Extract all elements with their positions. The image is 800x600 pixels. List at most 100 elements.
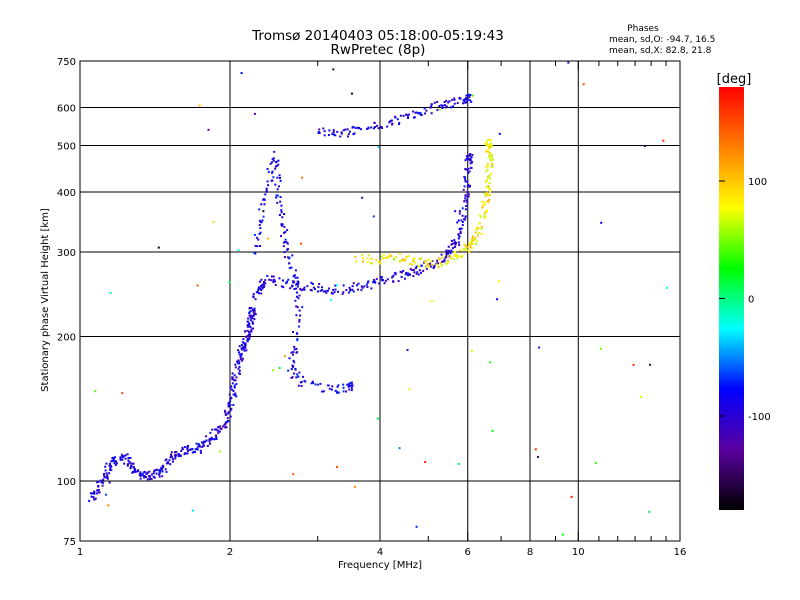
colorbar-tick-label: 0 xyxy=(748,295,754,306)
data-point xyxy=(276,194,279,197)
data-point xyxy=(264,282,267,285)
data-point xyxy=(237,367,240,370)
data-point xyxy=(282,245,285,248)
data-point xyxy=(369,262,372,265)
data-point xyxy=(283,231,286,234)
noise-point xyxy=(335,284,338,287)
data-point xyxy=(439,262,442,265)
data-point xyxy=(489,142,492,145)
data-point xyxy=(412,258,415,261)
data-point xyxy=(411,263,414,266)
data-point xyxy=(97,485,100,488)
data-point xyxy=(211,438,214,441)
data-point xyxy=(119,458,122,461)
data-point xyxy=(470,156,473,159)
data-point xyxy=(332,288,335,291)
data-point xyxy=(186,448,189,451)
data-point xyxy=(242,342,245,345)
data-point xyxy=(238,365,241,368)
data-point xyxy=(135,470,138,473)
data-point xyxy=(184,452,187,455)
data-point xyxy=(489,177,492,180)
noise-point xyxy=(157,246,160,249)
data-point xyxy=(148,475,151,478)
y-tick-label: 400 xyxy=(57,188,76,199)
data-point xyxy=(360,289,363,292)
data-point xyxy=(235,383,238,386)
noise-point xyxy=(534,448,537,451)
data-point xyxy=(391,276,394,279)
data-point xyxy=(248,330,251,333)
data-point xyxy=(246,324,249,327)
data-point xyxy=(106,474,109,477)
data-point xyxy=(349,288,352,291)
data-point xyxy=(455,255,458,258)
data-point xyxy=(456,257,459,260)
data-point xyxy=(443,100,446,103)
data-point xyxy=(143,476,146,479)
data-point xyxy=(286,248,289,251)
data-point xyxy=(237,362,240,365)
data-point xyxy=(345,289,348,292)
series-x-mode-trace xyxy=(354,138,494,269)
data-point xyxy=(429,106,432,109)
data-point xyxy=(251,317,254,320)
data-point xyxy=(466,249,469,252)
noise-point xyxy=(278,366,281,369)
phase-colorbar: 100 0 -100 xyxy=(719,87,771,510)
data-point xyxy=(418,265,421,268)
data-point xyxy=(456,102,459,105)
data-point xyxy=(319,382,322,385)
data-point xyxy=(296,291,299,294)
data-point xyxy=(216,429,219,432)
data-point xyxy=(407,116,410,119)
data-point xyxy=(354,127,357,130)
data-point xyxy=(200,441,203,444)
data-point xyxy=(280,211,283,214)
data-point xyxy=(477,231,480,234)
data-point xyxy=(347,291,350,294)
data-point xyxy=(265,187,268,190)
data-point xyxy=(472,239,475,242)
data-point xyxy=(231,382,234,385)
data-point xyxy=(372,281,375,284)
data-point xyxy=(297,283,300,286)
data-point xyxy=(464,159,467,162)
data-point xyxy=(275,194,278,197)
data-point xyxy=(294,269,297,272)
data-point xyxy=(486,175,489,178)
data-point xyxy=(437,258,440,261)
data-point xyxy=(431,260,434,263)
data-point xyxy=(150,477,153,480)
noise-point xyxy=(353,485,356,488)
data-point xyxy=(487,138,490,141)
data-point xyxy=(449,106,452,109)
noise-point xyxy=(454,210,457,213)
data-point xyxy=(254,298,257,301)
data-point xyxy=(114,463,117,466)
data-point xyxy=(446,255,449,258)
noise-point xyxy=(109,291,112,294)
data-point xyxy=(177,452,180,455)
data-point xyxy=(443,104,446,107)
data-point xyxy=(177,455,180,458)
data-point xyxy=(246,320,249,323)
data-point xyxy=(413,271,416,274)
data-point xyxy=(175,454,178,457)
data-point xyxy=(149,475,152,478)
data-point xyxy=(127,456,130,459)
data-point xyxy=(278,213,281,216)
data-point xyxy=(248,311,251,314)
data-point xyxy=(458,212,461,215)
data-point xyxy=(277,185,280,188)
data-point xyxy=(102,481,105,484)
data-point xyxy=(470,247,473,250)
data-point xyxy=(461,254,464,257)
noise-point xyxy=(639,396,642,399)
data-point xyxy=(467,93,470,96)
data-point xyxy=(247,317,250,320)
data-point xyxy=(476,234,479,237)
data-point xyxy=(412,259,415,262)
data-point xyxy=(392,280,395,283)
